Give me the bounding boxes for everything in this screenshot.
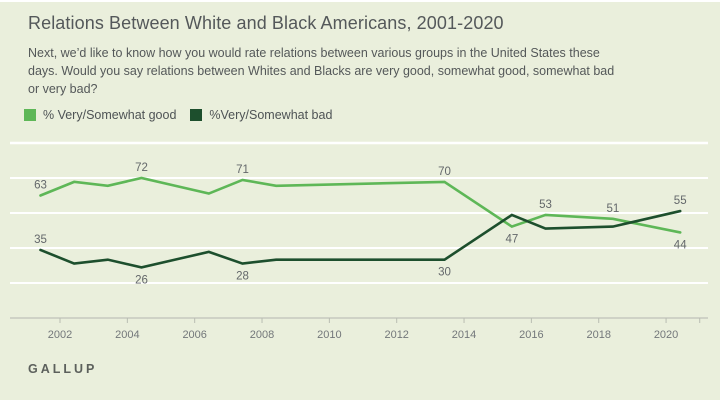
data-label-good-2020: 44 xyxy=(674,239,687,251)
data-label-bad-2007: 28 xyxy=(236,271,249,283)
subtitle-line-3: or very bad? xyxy=(28,82,98,96)
legend-item-good[interactable]: % Very/Somewhat good xyxy=(24,108,176,122)
x-tick-label-2008: 2008 xyxy=(250,329,274,341)
legend-label-good: % Very/Somewhat good xyxy=(43,108,177,122)
data-label-good-2007: 71 xyxy=(236,164,249,176)
top-border-rule xyxy=(0,0,720,2)
data-label-good-2001: 63 xyxy=(34,180,47,192)
data-label-bad-2004: 26 xyxy=(135,274,148,286)
bad-series-line xyxy=(39,209,682,269)
legend-label-bad: %Very/Somewhat bad xyxy=(209,108,333,122)
legend-item-bad[interactable]: %Very/Somewhat bad xyxy=(190,108,332,122)
x-tick-label-2010: 2010 xyxy=(317,329,341,341)
subtitle-line-2: days. Would you say relations between Wh… xyxy=(28,64,615,78)
x-tick-label-2012: 2012 xyxy=(384,329,408,341)
data-label-bad-2013: 30 xyxy=(438,267,451,279)
source-wordmark: GALLUP xyxy=(28,362,98,376)
data-label-good-2004: 72 xyxy=(135,162,148,174)
data-label-good-2013: 70 xyxy=(438,166,451,178)
data-label-bad-2020: 55 xyxy=(674,195,687,207)
x-tick-label-2016: 2016 xyxy=(519,329,543,341)
data-label-good-2016: 53 xyxy=(539,199,552,211)
legend: % Very/Somewhat good %Very/Somewhat bad xyxy=(24,108,332,122)
data-label-bad-2001: 35 xyxy=(34,234,47,246)
x-tick-label-2004: 2004 xyxy=(115,329,139,341)
chart-title: Relations Between White and Black Americ… xyxy=(28,13,504,33)
data-label-good-2018: 51 xyxy=(606,203,619,215)
x-tick-label-2018: 2018 xyxy=(586,329,610,341)
data-label-good-2015: 47 xyxy=(505,234,518,246)
good-series-swatch-icon xyxy=(24,109,36,121)
bad-series-swatch-icon xyxy=(190,109,203,121)
subtitle-line-1: Next, we’d like to know how you would ra… xyxy=(28,46,600,60)
x-tick-label-2002: 2002 xyxy=(48,329,72,341)
x-tick-label-2006: 2006 xyxy=(182,329,206,341)
x-tick-label-2020: 2020 xyxy=(654,329,678,341)
good-series-line xyxy=(39,176,682,234)
x-tick-label-2014: 2014 xyxy=(452,329,476,341)
chart-subtitle: Next, we’d like to know how you would ra… xyxy=(28,44,614,98)
